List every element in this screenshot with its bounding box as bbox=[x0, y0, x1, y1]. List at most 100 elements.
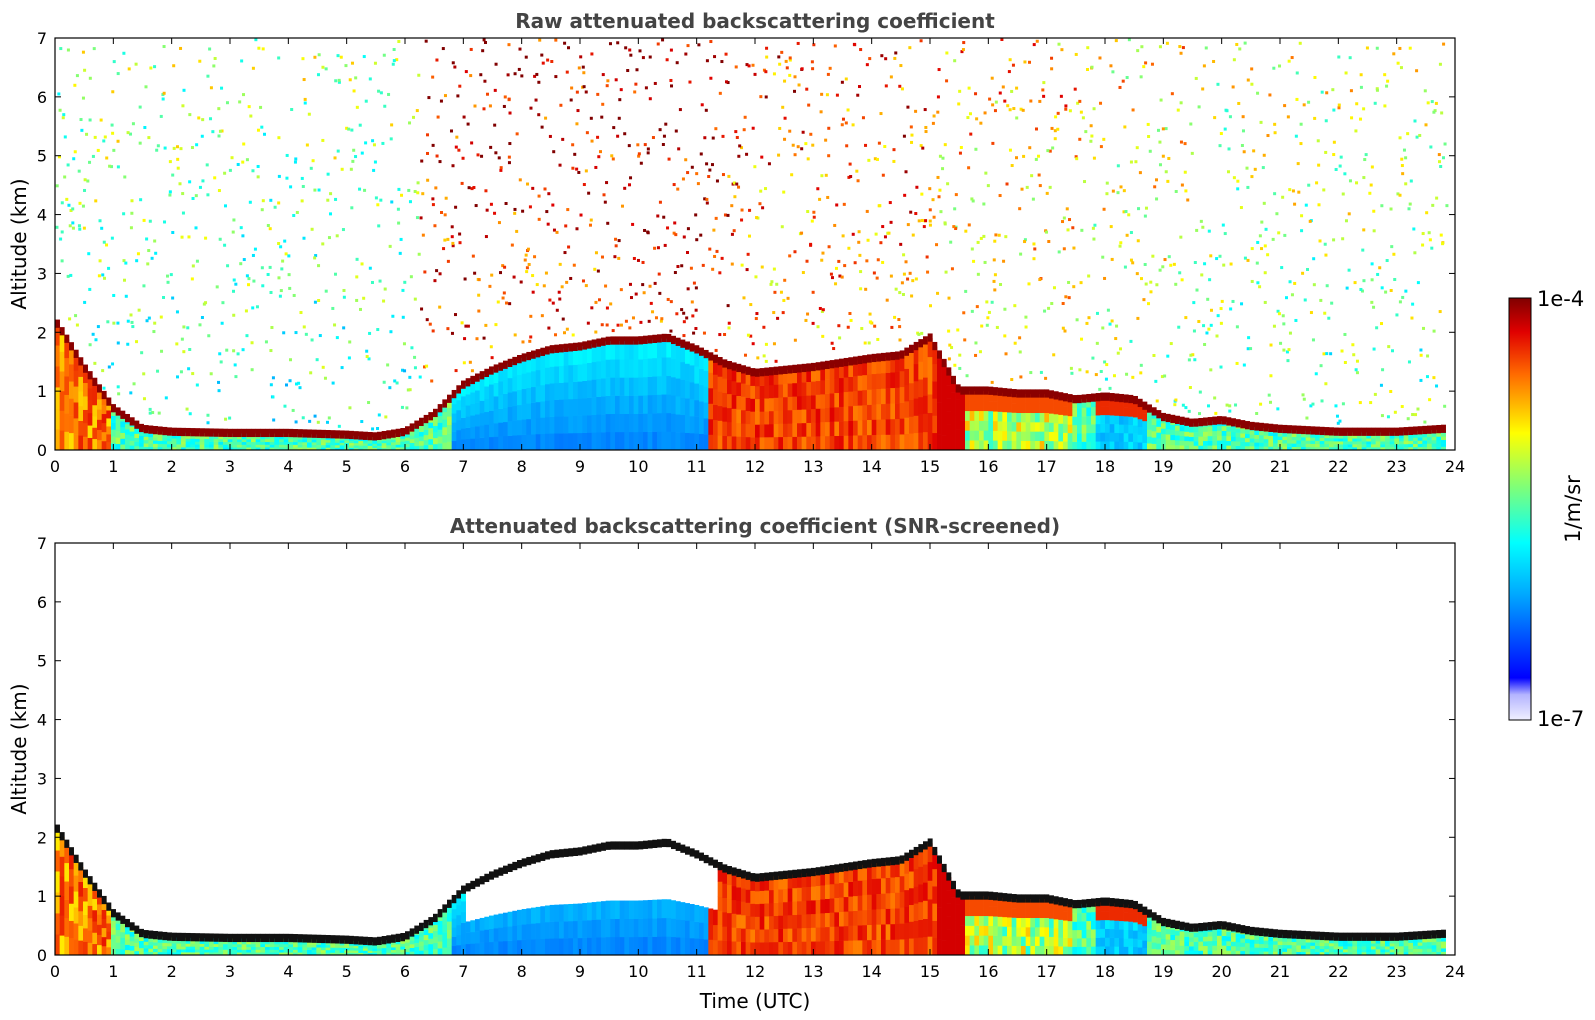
heatmap-cell bbox=[1016, 394, 1022, 404]
heatmap-cell bbox=[559, 365, 564, 383]
noise-speckle bbox=[863, 341, 867, 345]
noise-speckle bbox=[1413, 119, 1417, 123]
heatmap-cell bbox=[671, 395, 676, 414]
noise-speckle bbox=[247, 277, 251, 281]
heatmap-column bbox=[769, 72, 777, 450]
heatmap-cell bbox=[745, 384, 751, 398]
noise-speckle bbox=[400, 405, 404, 409]
noise-speckle bbox=[582, 85, 586, 89]
heatmap-column bbox=[400, 280, 407, 450]
heatmap-cell bbox=[955, 429, 961, 441]
heatmap-cell bbox=[1109, 406, 1115, 416]
heatmap-cell bbox=[918, 379, 924, 398]
noise-speckle bbox=[1432, 110, 1436, 114]
noise-speckle bbox=[1207, 327, 1211, 331]
heatmap-cell bbox=[1011, 431, 1017, 441]
heatmap-cell bbox=[666, 431, 672, 450]
heatmap-cell bbox=[806, 409, 812, 423]
noise-speckle bbox=[1080, 228, 1084, 232]
noise-speckle bbox=[1164, 127, 1168, 131]
noise-speckle bbox=[735, 182, 739, 186]
noise-speckle bbox=[709, 76, 713, 80]
heatmap-cell bbox=[923, 359, 928, 378]
noise-speckle bbox=[1190, 151, 1194, 155]
heatmap-cell bbox=[470, 426, 476, 439]
heatmap-column bbox=[414, 73, 422, 450]
heatmap-cell bbox=[148, 948, 154, 953]
noise-speckle bbox=[1389, 389, 1393, 393]
heatmap-cell bbox=[862, 404, 868, 421]
noise-speckle bbox=[992, 279, 996, 283]
noise-speckle bbox=[935, 243, 939, 247]
heatmap-cell bbox=[209, 940, 214, 945]
noise-speckle bbox=[711, 267, 715, 271]
heatmap-cell bbox=[1189, 436, 1194, 442]
heatmap-cell bbox=[1235, 432, 1241, 438]
noise-speckle bbox=[355, 275, 359, 279]
noise-speckle bbox=[1198, 390, 1202, 394]
heatmap-cell bbox=[1203, 440, 1208, 446]
heatmap-cell bbox=[1044, 394, 1050, 404]
heatmap-cell bbox=[1189, 445, 1194, 450]
heatmap-cell bbox=[857, 405, 863, 421]
layer-top-band bbox=[283, 933, 289, 943]
noise-speckle bbox=[990, 76, 994, 80]
heatmap-cell bbox=[1263, 431, 1269, 436]
noise-speckle bbox=[1343, 360, 1347, 364]
heatmap-cell bbox=[1100, 441, 1106, 450]
heatmap-cell bbox=[1268, 442, 1274, 447]
heatmap-cell bbox=[78, 391, 84, 407]
heatmap-cell bbox=[1310, 446, 1316, 450]
heatmap-cell bbox=[717, 420, 723, 436]
heatmap-column bbox=[745, 64, 753, 450]
heatmap-cell bbox=[92, 921, 98, 933]
heatmap-column bbox=[1413, 69, 1420, 450]
layer-top-band bbox=[895, 351, 900, 360]
layer-top-band bbox=[881, 352, 886, 362]
heatmap-cell bbox=[311, 444, 317, 448]
heatmap-cell bbox=[73, 370, 79, 387]
noise-speckle bbox=[1079, 281, 1083, 285]
noise-speckle bbox=[923, 108, 927, 112]
heatmap-cell bbox=[55, 387, 60, 409]
noise-speckle bbox=[220, 321, 224, 325]
heatmap-cell bbox=[465, 438, 471, 450]
heatmap-cell bbox=[591, 397, 597, 416]
noise-speckle bbox=[162, 296, 166, 299]
heatmap-column bbox=[1165, 41, 1173, 450]
panel-raw-ticks: 0 1 2 3 4 5 6 7 8 9 10 11 12 13 14 15 16 17 18 19 20 21 22 23 24… bbox=[37, 29, 1465, 476]
noise-speckle bbox=[1418, 133, 1422, 137]
noise-speckle bbox=[1329, 352, 1333, 356]
layer-top-band bbox=[148, 930, 154, 939]
heatmap-cell bbox=[456, 429, 462, 441]
noise-speckle bbox=[665, 58, 669, 62]
heatmap-column bbox=[764, 46, 771, 450]
layer-top-band bbox=[484, 368, 490, 378]
heatmap-cell bbox=[265, 439, 270, 443]
heatmap-cell bbox=[1291, 446, 1297, 450]
noise-speckle bbox=[313, 256, 317, 260]
heatmap-cell bbox=[1389, 444, 1395, 448]
heatmap-column bbox=[736, 144, 744, 450]
heatmap-cell bbox=[1175, 440, 1180, 446]
heatmap-cell bbox=[479, 437, 485, 450]
heatmap-cell bbox=[475, 390, 480, 403]
heatmap-cell bbox=[1357, 438, 1362, 442]
noise-speckle bbox=[780, 225, 784, 229]
heatmap-cell bbox=[717, 376, 723, 392]
noise-speckle bbox=[423, 270, 427, 274]
noise-speckle bbox=[439, 99, 443, 103]
noise-speckle bbox=[399, 237, 403, 241]
layer-top-band bbox=[568, 343, 574, 352]
noise-speckle bbox=[260, 208, 264, 212]
noise-speckle bbox=[565, 280, 569, 284]
noise-speckle bbox=[1003, 99, 1007, 103]
noise-speckle bbox=[408, 121, 412, 125]
heatmap-cell bbox=[1315, 437, 1320, 441]
noise-speckle bbox=[355, 105, 359, 109]
heatmap-cell bbox=[162, 942, 168, 947]
noise-speckle bbox=[370, 280, 374, 284]
noise-speckle bbox=[978, 350, 982, 354]
heatmap-cell bbox=[834, 392, 840, 408]
noise-speckle bbox=[1348, 179, 1352, 183]
